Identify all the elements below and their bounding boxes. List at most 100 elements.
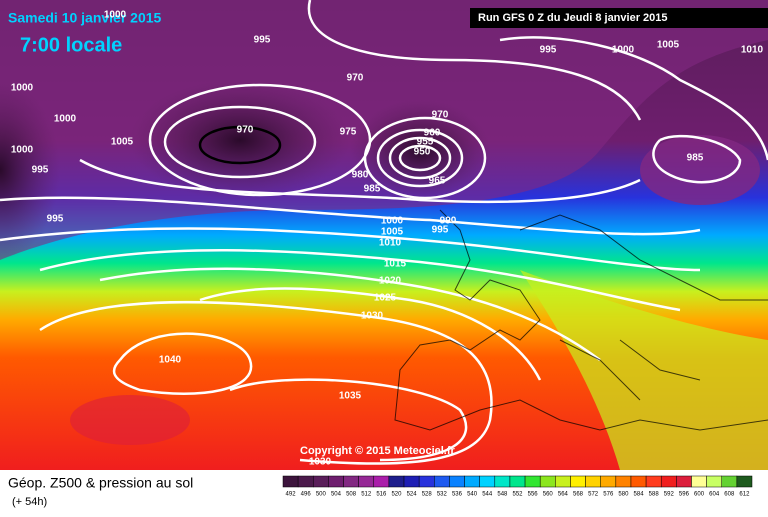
legend-swatch [555,475,571,488]
legend-swatch [434,475,450,488]
isobar-label: 970 [237,125,254,136]
isobar-label: 1030 [361,311,384,322]
legend-label: 608 [724,492,735,498]
legend-swatch [524,475,541,488]
low-east [640,135,760,205]
low-edge [0,80,60,260]
legend-label: 500 [316,492,327,498]
isobar-label: 970 [347,73,364,84]
legend-swatch [464,475,480,488]
isobar-label: 985 [687,153,704,164]
isobar-label: 1010 [379,238,402,249]
legend-swatch [297,475,314,488]
legend-swatch [645,475,662,488]
legend-label: 556 [528,492,539,498]
legend-swatch [691,475,707,488]
legend-label: 572 [588,492,599,498]
legend-label: 492 [286,492,297,498]
legend-swatch [494,475,511,488]
legend-label: 564 [558,492,569,498]
legend-swatch [615,475,632,488]
legend-swatch [706,475,722,488]
legend-swatch [388,475,405,488]
legend-swatch [358,475,375,488]
legend-label: 612 [739,492,750,498]
isobar-label: 955 [417,137,434,148]
isobar-label: 980 [352,170,369,181]
legend-swatch [418,475,435,488]
legend-label: 576 [603,492,614,498]
legend-label: 604 [709,492,720,498]
legend-swatch [313,475,329,488]
isobar-label: 1000 [381,216,404,227]
legend-swatch [343,475,359,488]
isobar-label: 1015 [384,259,407,270]
legend-swatch [660,475,677,488]
legend-swatch [449,475,465,488]
legend-label: 568 [573,492,584,498]
legend-label: 540 [467,492,478,498]
run-box [470,8,768,28]
legend-swatch [539,475,556,488]
legend-label: 592 [664,492,675,498]
isobar-label: 1000 [11,145,34,156]
isobar-label: 1025 [374,293,397,304]
legend-swatch [736,475,753,488]
legend-swatch [479,475,496,488]
legend-label: 508 [346,492,357,498]
legend-label: 528 [422,492,433,498]
isobar-label: 1000 [54,114,77,125]
run-info: Run GFS 0 Z du Jeudi 8 janvier 2015 [478,12,668,24]
isobar-label: 995 [254,35,271,46]
legend-swatch [600,475,617,488]
legend-label: 496 [301,492,312,498]
isobar-label: 1005 [381,227,404,238]
legend-label: 520 [391,492,402,498]
ridge-east [520,270,768,470]
isobar-label: 985 [364,184,381,195]
legend-label: 600 [694,492,705,498]
isobar-label: 970 [432,110,449,121]
isobar-label: 1000 [612,45,635,56]
legend-label: 524 [407,492,418,498]
legend-label: 560 [543,492,554,498]
legend-label: 504 [331,492,342,498]
isobar-label: 995 [540,45,557,56]
isobar-label: 990 [440,216,457,227]
legend-label: 596 [679,492,690,498]
legend-label: 532 [437,492,448,498]
low-west [130,80,350,200]
warm-core [70,395,190,445]
coastlines [394,209,768,431]
legend-swatch [630,475,647,488]
legend-label: 512 [361,492,372,498]
isobar-label: 960 [424,128,441,139]
isobar-label: 1040 [159,355,182,366]
isobar-label: 950 [414,147,431,158]
legend-label: 536 [452,492,463,498]
isobar-label: 1005 [111,137,134,148]
isobar-label: 995 [32,165,49,176]
isobar-label: 1030 [309,457,332,468]
date: Samedi 10 janvier 2015 [8,10,162,26]
legend-label: 544 [482,492,493,498]
isobar-label: 965 [429,176,446,187]
isobar-label: 975 [340,127,357,138]
isobar-label: 1000 [11,83,34,94]
isobars [198,125,282,165]
legend-swatch [282,475,299,488]
legend-swatch [373,475,390,488]
isobar-label: 1010 [741,45,764,56]
copyright: Copyright © 2015 Meteociel.fr [300,445,456,457]
legend-swatch [721,475,738,488]
legend-label: 584 [634,492,645,498]
legend-label: 580 [618,492,629,498]
legend-swatch [403,475,420,488]
isobar-label: 995 [47,214,64,225]
footer-title: Géop. Z500 & pression au sol [8,475,193,491]
legend-label: 548 [497,492,508,498]
isobar-label: 1000 [104,10,127,21]
legend-label: 588 [649,492,660,498]
legend-label: 552 [512,492,523,498]
